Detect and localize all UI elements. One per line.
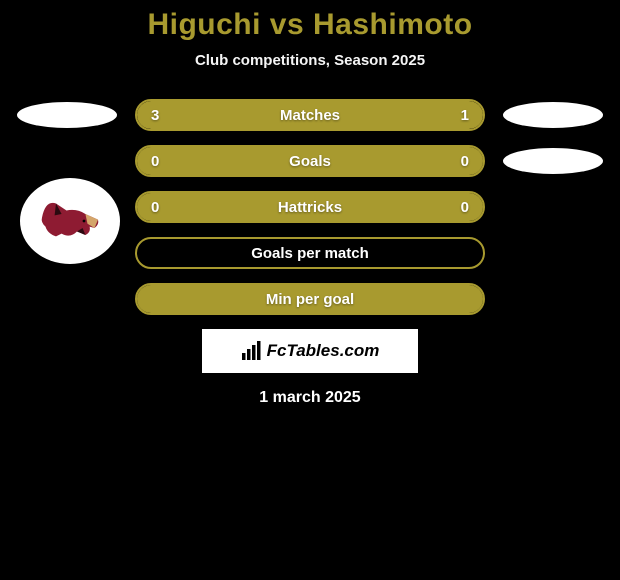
spacer — [503, 194, 603, 220]
stat-right-value: 0 — [461, 153, 469, 170]
player-right-oval — [503, 102, 603, 128]
stat-row-matches: 3 Matches 1 — [0, 99, 620, 131]
date-label: 1 march 2025 — [0, 389, 620, 407]
stat-right-value: 1 — [461, 107, 469, 124]
bar-gpm: Goals per match — [135, 237, 485, 269]
subtitle: Club competitions, Season 2025 — [0, 52, 620, 69]
bar-goals: 0 Goals 0 — [135, 145, 485, 177]
stat-row-mpg: Min per goal — [0, 283, 620, 315]
spacer — [503, 286, 603, 312]
stat-label: Matches — [137, 107, 483, 124]
bar-mpg: Min per goal — [135, 283, 485, 315]
stat-label: Min per goal — [137, 291, 483, 308]
spacer — [17, 286, 117, 312]
spacer — [503, 240, 603, 266]
chart-icon — [241, 341, 263, 361]
team-avatar — [20, 178, 120, 264]
stat-label: Hattricks — [137, 199, 483, 216]
stat-right-value: 0 — [461, 199, 469, 216]
stat-row-goals: 0 Goals 0 — [0, 145, 620, 177]
bar-matches: 3 Matches 1 — [135, 99, 485, 131]
bar-hattricks: 0 Hattricks 0 — [135, 191, 485, 223]
brand-box[interactable]: FcTables.com — [202, 329, 418, 373]
brand-text: FcTables.com — [267, 341, 380, 361]
wolf-icon — [35, 191, 105, 251]
player-left-oval — [17, 102, 117, 128]
comparison-card: Higuchi vs Hashimoto Club competitions, … — [0, 0, 620, 407]
team-avatar-wrap — [20, 178, 120, 264]
stat-label: Goals — [137, 153, 483, 170]
player-right-oval — [503, 148, 603, 174]
stat-label: Goals per match — [137, 245, 483, 262]
page-title: Higuchi vs Hashimoto — [0, 8, 620, 42]
spacer — [17, 148, 117, 174]
